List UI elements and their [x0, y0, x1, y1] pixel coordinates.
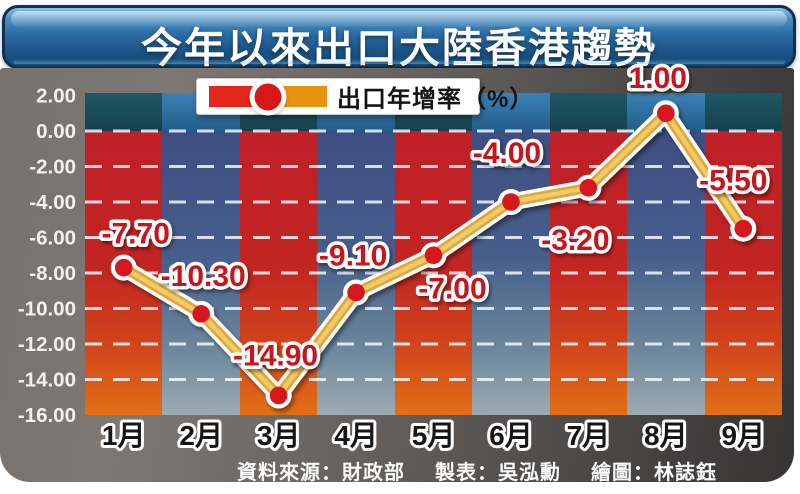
data-point-marker [502, 193, 520, 211]
legend-label: 出口年增率（%） [337, 86, 535, 113]
x-axis-month-label: 2月 [179, 420, 223, 451]
data-point-label: -7.00 [418, 272, 486, 305]
legend-red-segment-icon [209, 86, 255, 107]
y-axis-tick-label: 0.00 [36, 120, 76, 143]
illustration-credit: 繪圖：林誌鈺 [591, 462, 717, 484]
table-credit: 製表：吳泓勳 [435, 462, 561, 484]
data-labels: -7.70 -10.30 -14.90 -9.10 -7.00 -4.00 -3.20 1.0… [98, 59, 771, 376]
data-point-label: -7.70 [102, 218, 170, 251]
data-point-marker [192, 305, 210, 323]
x-axis-month-label: 8月 [644, 420, 688, 451]
title-bar: 今年以來出口大陸香港趨勢 [2, 5, 796, 71]
credits-footer: 資料來源：財政部 製表：吳泓勳 繪圖：林誌鈺 [237, 456, 717, 485]
x-axis-month-label: 3月 [257, 420, 301, 451]
data-point-label: -14.90 [233, 340, 318, 373]
x-axis-month-label: 1月 [102, 420, 146, 451]
data-point-marker [734, 219, 753, 238]
y-axis-tick-label: -10.00 [18, 298, 76, 321]
y-axis-tick-label: -14.00 [18, 369, 76, 392]
data-point-marker [657, 104, 675, 123]
y-axis-tick-label: -8.00 [29, 262, 76, 285]
y-axis-tick-label: -12.00 [18, 333, 76, 356]
line-chart: -7.70 -10.30 -14.90 -9.10 -7.00 -4.00 -3.20 1.0… [18, 59, 782, 454]
x-axis-month-label: 9月 [721, 420, 765, 451]
data-source-credit: 資料來源：財政部 [237, 462, 405, 484]
column-above-zero-band [472, 93, 550, 131]
y-axis-tick-label: -4.00 [29, 191, 76, 214]
data-point-label: -10.30 [161, 260, 246, 293]
data-point-marker [347, 283, 365, 302]
data-point-marker [424, 246, 443, 265]
column-below-zero-band [627, 131, 705, 415]
data-point-label: -5.50 [699, 165, 767, 198]
legend: 出口年增率（%） [196, 78, 533, 115]
data-point-marker [114, 258, 133, 277]
y-axis-labels: 2.00 0.00 -2.00 -4.00 -6.00 -8.00 -10.00 -12.00… [18, 85, 76, 428]
series-line [110, 100, 757, 409]
legend-marker-icon [209, 78, 327, 115]
x-axis-month-label: 4月 [334, 420, 378, 451]
y-axis-tick-label: -2.00 [29, 156, 76, 179]
data-point-marker [269, 386, 288, 405]
x-axis-month-label: 7月 [567, 420, 611, 451]
data-point-label: 1.00 [629, 62, 687, 95]
y-axis-tick-label: 2.00 [36, 85, 76, 108]
column-above-zero-band [85, 93, 163, 131]
data-point-marker [579, 179, 598, 197]
chart-card: -7.70 -10.30 -14.90 -9.10 -7.00 -4.00 -3.20 1.0… [0, 59, 794, 485]
plot-area: -7.70 -10.30 -14.90 -9.10 -7.00 -4.00 -3.20 1.0… [18, 59, 782, 454]
data-point-label: -9.10 [319, 240, 387, 273]
y-axis-tick-label: -6.00 [29, 227, 76, 250]
column-above-zero-band [549, 93, 628, 131]
y-axis-tick-label: -16.00 [18, 404, 76, 427]
x-axis-month-label: 6月 [489, 420, 533, 451]
column-above-zero-band [704, 93, 782, 131]
legend-orange-segment-icon [283, 86, 327, 107]
data-point-label: -3.20 [541, 224, 609, 257]
x-axis-labels: 1月 2月 3月 4月 5月 6月 7月 8月 9月 [99, 417, 768, 454]
legend-dot-icon [254, 83, 282, 110]
x-axis-month-label: 5月 [412, 420, 456, 451]
data-point-label: -4.00 [473, 137, 541, 170]
